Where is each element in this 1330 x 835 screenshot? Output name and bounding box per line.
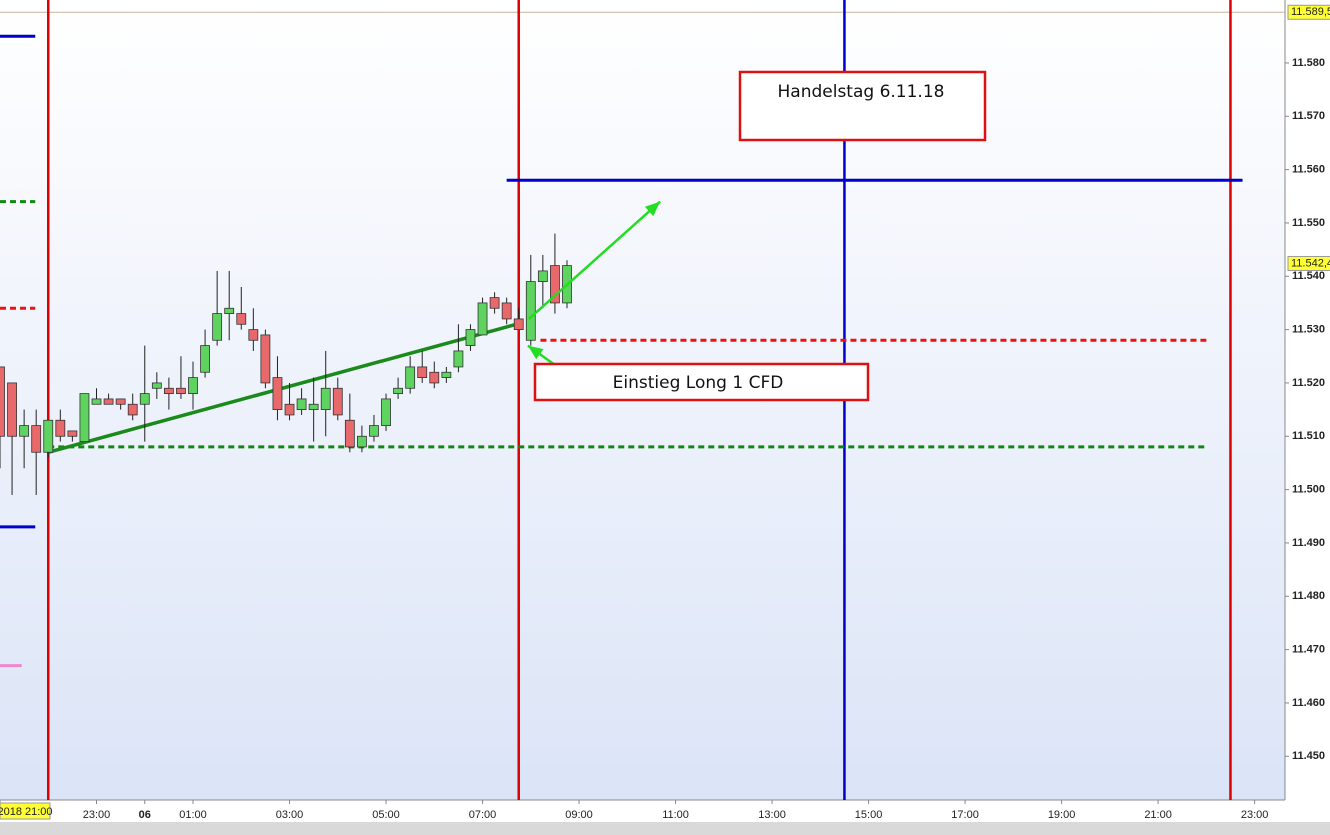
candle-body (139, 393, 150, 405)
candle-body (441, 371, 452, 378)
annotation-text: Einstieg Long 1 CFD (613, 373, 784, 393)
candle-body (465, 329, 476, 347)
price-marker-bg (1287, 255, 1330, 271)
x-tick-label: 23:00 (1241, 809, 1269, 821)
candle-body (176, 387, 186, 394)
candle-body (115, 398, 126, 405)
y-tick-label: 11.520 (1292, 377, 1325, 389)
candle-body (417, 366, 428, 378)
annotation-frame (738, 70, 987, 142)
candle-body (405, 366, 416, 389)
candle-body (550, 265, 560, 304)
candle-body (43, 419, 54, 453)
candle-body (260, 334, 271, 384)
candle-body (381, 398, 391, 426)
candle-body (163, 387, 174, 394)
candle-body (308, 403, 319, 410)
x-axis-panel (0, 800, 1330, 822)
y-tick-label: 11.540 (1292, 270, 1325, 282)
y-tick-label: 11.510 (1292, 430, 1325, 442)
y-axis-panel (1285, 0, 1330, 800)
x-tick-label: 21:00 (1144, 809, 1172, 821)
candle-body (91, 398, 102, 405)
candle-body (0, 366, 5, 437)
y-tick-label: 11.500 (1292, 484, 1325, 496)
candle-body (477, 302, 488, 336)
candle-body (236, 313, 247, 325)
candle-body (357, 435, 367, 448)
candle-body (453, 350, 464, 368)
candle-body (79, 393, 90, 443)
y-tick-label: 11.570 (1292, 110, 1325, 122)
candle-body (344, 419, 355, 448)
candle-body (369, 425, 379, 437)
price-marker-label: 11.542,4 (1291, 257, 1330, 269)
candle-body (513, 318, 524, 330)
candle-body (296, 398, 307, 410)
candle-body (224, 307, 235, 314)
candle-body (248, 329, 259, 341)
x-cursor-label-bg (0, 802, 51, 820)
candle-body (489, 297, 500, 309)
y-tick-label: 11.560 (1292, 164, 1325, 176)
candle-body (188, 377, 198, 395)
candle-body (537, 270, 548, 282)
candle-body (284, 403, 295, 416)
candle-body (272, 377, 283, 411)
annotation-text: Handelstag 6.11.18 (778, 82, 945, 102)
price-marker-bg (1287, 4, 1330, 20)
x-tick-label: 01:00 (179, 809, 207, 821)
arrow-shaft (528, 200, 661, 320)
y-tick-label: 11.490 (1292, 537, 1325, 549)
y-tick-label: 11.460 (1292, 697, 1325, 709)
candle-body (501, 302, 512, 320)
candle-body (7, 382, 17, 437)
annotation-box: Handelstag 6.11.18 (738, 70, 987, 142)
x-tick-label: 11:00 (662, 809, 689, 821)
chart-layer (0, 0, 1285, 800)
candle-body (320, 387, 331, 410)
arrow-head (644, 201, 661, 217)
x-tick-label: 17:00 (951, 809, 979, 821)
x-tick-label: 09:00 (565, 809, 593, 821)
annotation-box: Einstieg Long 1 CFD (533, 362, 870, 402)
x-tick-label: 06 (139, 809, 151, 821)
candle-body (67, 430, 78, 437)
price-marker-label: 11.589,5 (1291, 6, 1330, 18)
candle-body (393, 387, 403, 394)
candle-body (429, 371, 440, 384)
y-tick-label: 11.450 (1292, 750, 1325, 762)
x-tick-label: 07:00 (469, 809, 497, 821)
x-tick-label: 23:00 (83, 809, 111, 821)
x-tick-label: 03:00 (276, 809, 304, 821)
candle-body (19, 425, 30, 437)
candle-body (151, 382, 162, 389)
y-tick-label: 11.550 (1292, 217, 1325, 229)
candle-body (103, 398, 114, 405)
x-tick-label: 05:00 (372, 809, 400, 821)
candle-body (127, 403, 138, 416)
y-tick-label: 11.580 (1292, 57, 1325, 69)
x-tick-label: 15:00 (855, 809, 883, 821)
x-tick-label: 2018 21:00 (0, 806, 53, 818)
arrow-head (527, 345, 544, 360)
annotation-frame (533, 362, 870, 402)
x-tick-label: 19:00 (1048, 809, 1076, 821)
candle-body (212, 313, 223, 341)
x-tick-label: 13:00 (758, 809, 786, 821)
candle-body (200, 345, 210, 373)
candle-body (55, 419, 66, 437)
y-tick-label: 11.470 (1292, 644, 1325, 656)
candle-body (332, 387, 343, 416)
y-tick-label: 11.530 (1292, 324, 1325, 336)
candle-body (31, 425, 42, 453)
candle-body (525, 281, 536, 341)
scrollbar[interactable] (0, 822, 1330, 835)
y-tick-label: 11.480 (1292, 590, 1325, 602)
